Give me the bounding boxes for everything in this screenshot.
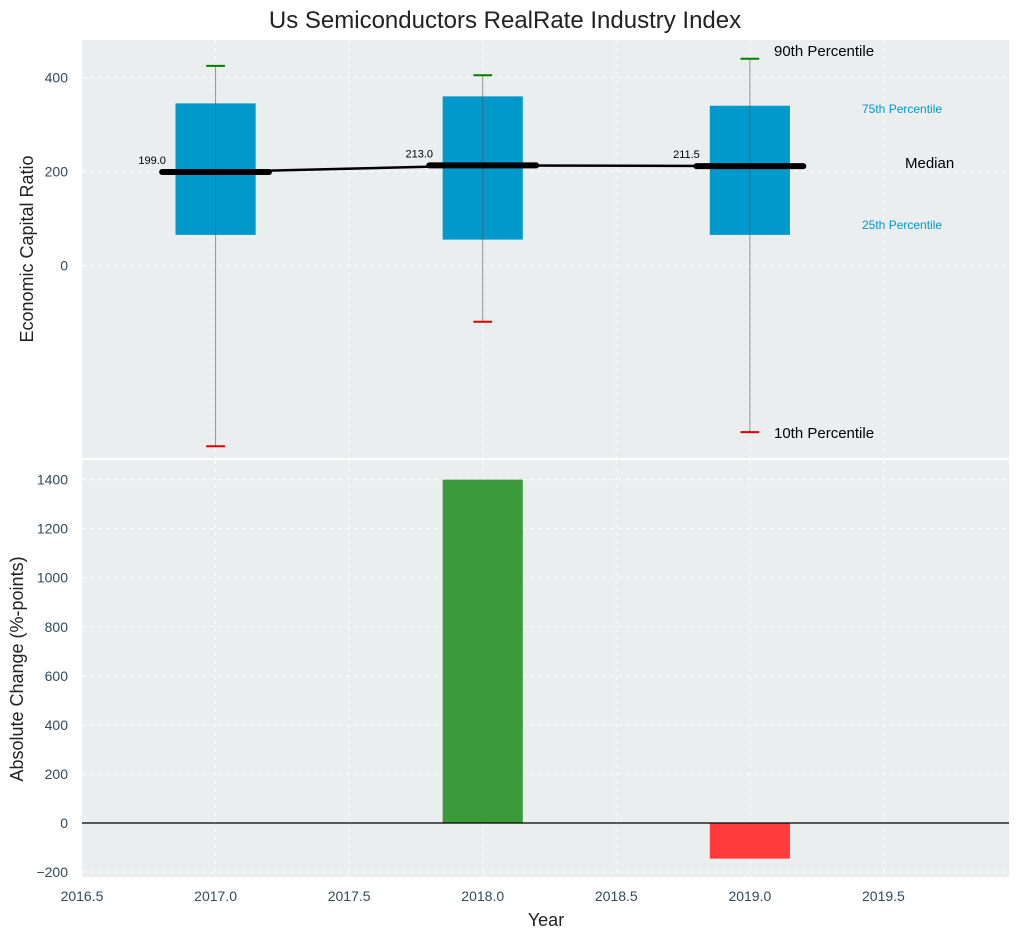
change-bar	[442, 479, 523, 824]
x-tick-label: 2019.5	[862, 888, 905, 904]
chart-title: Us Semiconductors RealRate Industry Inde…	[269, 7, 741, 34]
y-tick-label: 200	[45, 766, 69, 782]
x-tick-label: 2016.5	[61, 888, 104, 904]
box-plot-series: 199.0 213.0 211.5	[138, 57, 807, 448]
y-tick-label: 0	[60, 257, 68, 273]
y-tick-label: 400	[45, 70, 69, 86]
change-bar	[709, 823, 790, 859]
p25-label: 25th Percentile	[862, 218, 942, 232]
median-value-label: 199.0	[138, 155, 166, 167]
y-tick-label: 0	[60, 815, 68, 831]
y-tick-label: 600	[45, 668, 69, 684]
x-tick-labels: 2016.5 2017.0 2017.5 2018.0 2018.5 2019.0 2019…	[61, 888, 905, 904]
x-tick-label: 2017.5	[328, 888, 371, 904]
bottom-grid	[81, 460, 1009, 877]
bottom-plot-area	[82, 460, 1009, 877]
y-tick-label: 1200	[37, 521, 68, 537]
y-tick-label: 200	[45, 164, 69, 180]
bottom-y-axis-label: Absolute Change (%-points)	[7, 556, 27, 781]
y-tick-label: −200	[36, 864, 68, 880]
x-tick-label: 2017.0	[194, 888, 237, 904]
bar-series	[82, 479, 1009, 859]
median-value-label: 211.5	[673, 149, 700, 161]
y-tick-label: 1000	[37, 570, 68, 586]
x-tick-label: 2018.0	[461, 888, 504, 904]
p90-label: 90th Percentile	[774, 43, 874, 60]
bottom-y-tick-labels: −200 0 200 400 600 800 1000 1200 1400	[36, 472, 68, 880]
p10-label: 10th Percentile	[774, 425, 874, 442]
y-tick-label: 800	[45, 619, 69, 635]
p75-label: 75th Percentile	[862, 102, 942, 116]
median-line	[215, 164, 750, 174]
x-tick-label: 2019.0	[728, 888, 771, 904]
top-y-axis-label: Economic Capital Ratio	[17, 155, 37, 342]
y-tick-label: 400	[45, 717, 69, 733]
median-value-label: 213.0	[406, 148, 434, 160]
median-label: Median	[905, 155, 954, 172]
x-tick-label: 2018.5	[595, 888, 638, 904]
top-y-tick-labels: 0 200 400	[45, 70, 69, 274]
y-tick-label: 1400	[37, 472, 68, 488]
x-axis-label: Year	[528, 910, 564, 930]
